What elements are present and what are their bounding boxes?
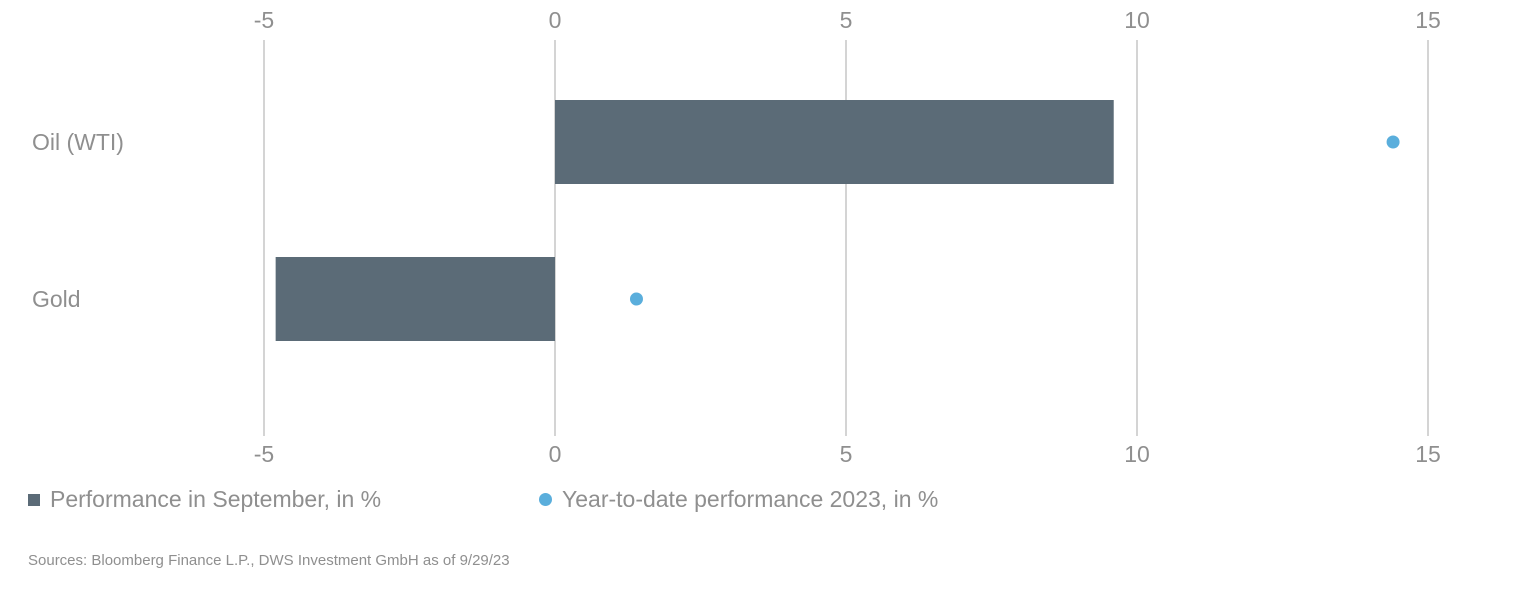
category-label-0: Oil (WTI) (32, 129, 124, 155)
dot-ytd-0 (1386, 135, 1400, 149)
source-note: Sources: Bloomberg Finance L.P., DWS Inv… (28, 552, 510, 569)
grid-layer (263, 40, 1429, 436)
x-tick-label-top-1: 0 (549, 7, 562, 33)
legend-item-ytd: Year-to-date performance 2023, in % (539, 486, 938, 513)
x-tick-label-top-4: 15 (1415, 7, 1441, 33)
dot-ytd-1 (629, 292, 643, 306)
x-tick-label-top-2: 5 (840, 7, 853, 33)
legend-label-september: Performance in September, in % (50, 486, 382, 512)
x-tick-label-bottom-0: -5 (254, 441, 274, 467)
category-label-layer: Oil (WTI) Gold (32, 129, 124, 312)
bar-september-0 (555, 100, 1114, 184)
x-tick-label-bottom-3: 10 (1124, 441, 1150, 467)
bar-layer (275, 100, 1114, 341)
tick-layer: -5 -5 0 0 5 5 10 10 15 15 (254, 7, 1441, 467)
category-label-1: Gold (32, 286, 81, 312)
x-tick-label-bottom-4: 15 (1415, 441, 1441, 467)
x-tick-label-top-3: 10 (1124, 7, 1150, 33)
bar-september-1 (275, 257, 555, 341)
x-tick-label-top-0: -5 (254, 7, 274, 33)
x-tick-label-bottom-1: 0 (549, 441, 562, 467)
legend: Performance in September, in % Year-to-d… (28, 486, 1508, 518)
legend-label-ytd: Year-to-date performance 2023, in % (562, 486, 939, 512)
x-tick-label-bottom-2: 5 (840, 441, 853, 467)
dot-layer (629, 135, 1400, 306)
legend-dot-icon (539, 493, 552, 506)
legend-item-september: Performance in September, in % (28, 486, 381, 513)
legend-square-icon (28, 493, 40, 506)
